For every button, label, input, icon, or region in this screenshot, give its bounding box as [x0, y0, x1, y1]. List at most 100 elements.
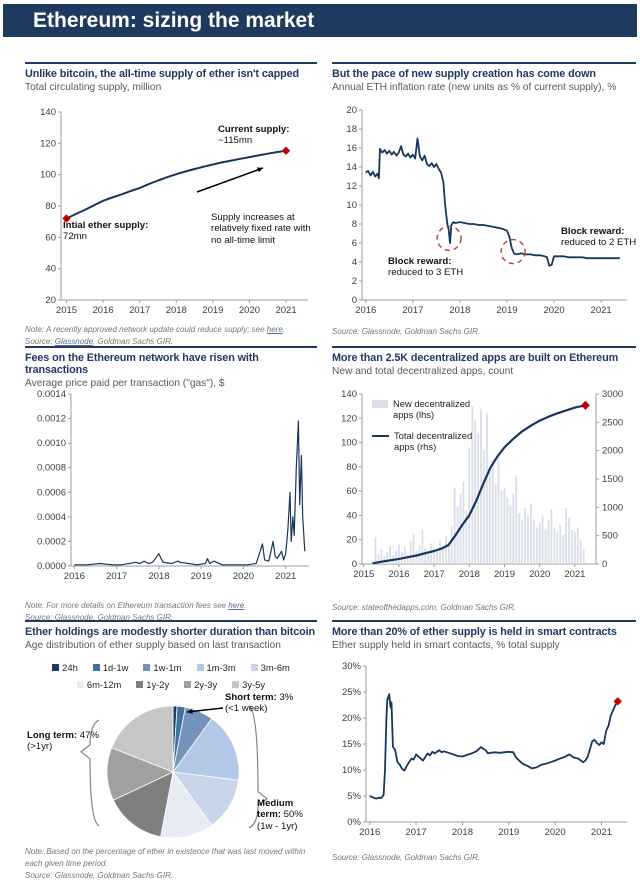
supply-chart: 20 40 60 80 100 120 140 2015 2016 2017 2018 2019 202… [40, 107, 308, 316]
pie-legend-label: 6m-12m [86, 679, 122, 690]
panel-age: Ether holdings are modestly shorter dura… [25, 620, 317, 880]
svg-text:0.0000: 0.0000 [37, 561, 66, 572]
pie-legend-item-24h: 24h [52, 662, 78, 673]
panel-contracts: More than 20% of ether supply is held in… [332, 620, 636, 878]
pie-legend-item-1d-1w: 1d-1w [92, 662, 129, 673]
pie-legend-label: 1w-1m [153, 662, 182, 673]
panel-dapps: More than 2.5K decentralized apps are bu… [332, 346, 636, 620]
svg-text:20: 20 [346, 105, 357, 116]
pie-legend-item-1m-3m: 1m-3m [196, 662, 236, 673]
pie-legend-label: 3y-5y [242, 679, 266, 690]
svg-text:2016: 2016 [388, 569, 409, 580]
bracket [248, 705, 268, 829]
pie-legend-item-1w-1m: 1w-1m [143, 662, 182, 673]
inflation-subtitle: Annual ETH inflation rate (new units as … [332, 82, 617, 93]
legend-swatch-icon [232, 681, 240, 688]
svg-text:0.0012: 0.0012 [37, 414, 66, 425]
inflation-title: But the pace of new supply creation has … [332, 68, 596, 80]
svg-text:2017: 2017 [424, 569, 445, 580]
legend-swatch-icon [76, 681, 84, 688]
legend-swatch-icon [143, 664, 151, 671]
contracts-source: Source: Glassnode, Goldman Sachs GIR. [332, 853, 481, 862]
bracket [80, 719, 100, 827]
end-marker-diamond [62, 214, 71, 223]
svg-text:3000: 3000 [602, 389, 623, 400]
end-marker-diamond [613, 697, 622, 706]
total-apps-swatch-icon [372, 434, 389, 438]
svg-text:2021: 2021 [275, 571, 296, 582]
svg-text:2019: 2019 [191, 571, 212, 582]
panel-supply: Unlike bitcoin, the all-time supply of e… [25, 62, 317, 346]
fees-title: Fees on the Ethereum network have risen … [25, 352, 259, 376]
svg-text:2020: 2020 [233, 571, 254, 582]
svg-text:2018: 2018 [459, 569, 480, 580]
svg-text:2021: 2021 [591, 827, 612, 838]
pie-legend-label: 1d-1w [102, 662, 129, 673]
svg-text:2019: 2019 [202, 305, 223, 316]
svg-text:2018: 2018 [452, 827, 473, 838]
supply-source-link[interactable]: Glassnode [54, 337, 94, 346]
svg-text:2018: 2018 [449, 305, 470, 316]
svg-text:0%: 0% [347, 817, 361, 828]
new-apps-swatch-icon [372, 400, 388, 408]
svg-text:20: 20 [45, 295, 56, 306]
svg-text:0: 0 [352, 559, 357, 570]
medium-term-annotation: Medium term: 50% (1w - 1yr) [257, 798, 303, 832]
svg-text:80: 80 [45, 201, 56, 212]
end-marker-diamond [281, 146, 291, 155]
fees-note-link[interactable]: here [228, 601, 245, 610]
svg-text:8: 8 [352, 219, 357, 230]
svg-text:10%: 10% [342, 765, 362, 776]
svg-text:2016: 2016 [355, 305, 376, 316]
pie-legend-label: 1y-2y [146, 679, 170, 690]
inflation-chart: 0 2 4 6 8 10 12 14 16 18 20 2016 2017 2018 2019 2020 202… [346, 105, 627, 316]
fees-note: Note: For more details on Ethereum trans… [25, 601, 247, 622]
pie-legend-item-6m-12m: 6m-12m [76, 679, 122, 690]
svg-text:2019: 2019 [498, 827, 519, 838]
svg-text:1500: 1500 [602, 474, 623, 485]
svg-text:14: 14 [346, 162, 357, 173]
svg-text:6: 6 [352, 238, 357, 249]
svg-text:2017: 2017 [402, 305, 423, 316]
supply-note-link[interactable]: here [266, 325, 283, 334]
age-note: Note: Based on the percentage of ether i… [25, 847, 306, 880]
pie-legend-label: 1m-3m [206, 662, 236, 673]
block-reward-2-annotation: Block reward: reduced to 2 ETH [561, 226, 637, 249]
pie-legend-label: 24h [62, 662, 78, 673]
svg-text:2020: 2020 [239, 305, 260, 316]
svg-text:0.0010: 0.0010 [37, 438, 66, 449]
inflation-source: Source: Glassnode, Goldman Sachs GIR. [332, 327, 481, 336]
dapps-subtitle: New and total decentralized apps, count [332, 366, 514, 377]
svg-text:2018: 2018 [166, 305, 187, 316]
svg-text:2016: 2016 [93, 305, 114, 316]
svg-text:0.0004: 0.0004 [37, 512, 66, 523]
svg-text:1000: 1000 [602, 502, 623, 513]
svg-text:10: 10 [346, 200, 357, 211]
pie-legend-item-2y-3y: 2y-3y [184, 679, 217, 690]
svg-text:20: 20 [346, 535, 357, 546]
svg-text:0: 0 [602, 559, 607, 570]
svg-text:0.0014: 0.0014 [37, 389, 66, 400]
current-supply-annotation: Current supply: ~115mn [218, 124, 290, 147]
legend-swatch-icon [184, 681, 192, 688]
svg-text:2018: 2018 [148, 571, 169, 582]
pie-legend-label: 3m-6m [260, 662, 290, 673]
pie-legend-item-3m-6m: 3m-6m [250, 662, 290, 673]
svg-text:2000: 2000 [602, 446, 623, 457]
block-reward-3-annotation: Block reward: reduced to 3 ETH [388, 256, 464, 279]
svg-text:120: 120 [40, 138, 56, 149]
svg-text:2021: 2021 [564, 569, 585, 580]
svg-text:2019: 2019 [494, 569, 515, 580]
svg-text:2021: 2021 [591, 305, 612, 316]
initial-supply-annotation: Intial ether supply: 72mn [63, 220, 149, 243]
dapps-chart: 0 20 40 60 80 100 120 140 2015 2016 2017 2018 2019 20… [341, 389, 623, 580]
pie-legend-row-2: 6m-12m 1y-2y 2y-3y 3y-5y [25, 679, 317, 690]
svg-text:2015: 2015 [353, 569, 374, 580]
dashed-highlight-circle [436, 225, 462, 252]
svg-text:25%: 25% [342, 687, 362, 698]
pie-legend-item-3y-5y: 3y-5y [232, 679, 265, 690]
panel-fees: Fees on the Ethereum network have risen … [25, 346, 317, 622]
svg-text:0.0002: 0.0002 [37, 536, 66, 547]
contracts-chart: 0% 5% 10% 15% 20% 25% 30% 2016 2017 2018 2019 2020 2… [342, 661, 627, 838]
svg-text:2017: 2017 [106, 571, 127, 582]
